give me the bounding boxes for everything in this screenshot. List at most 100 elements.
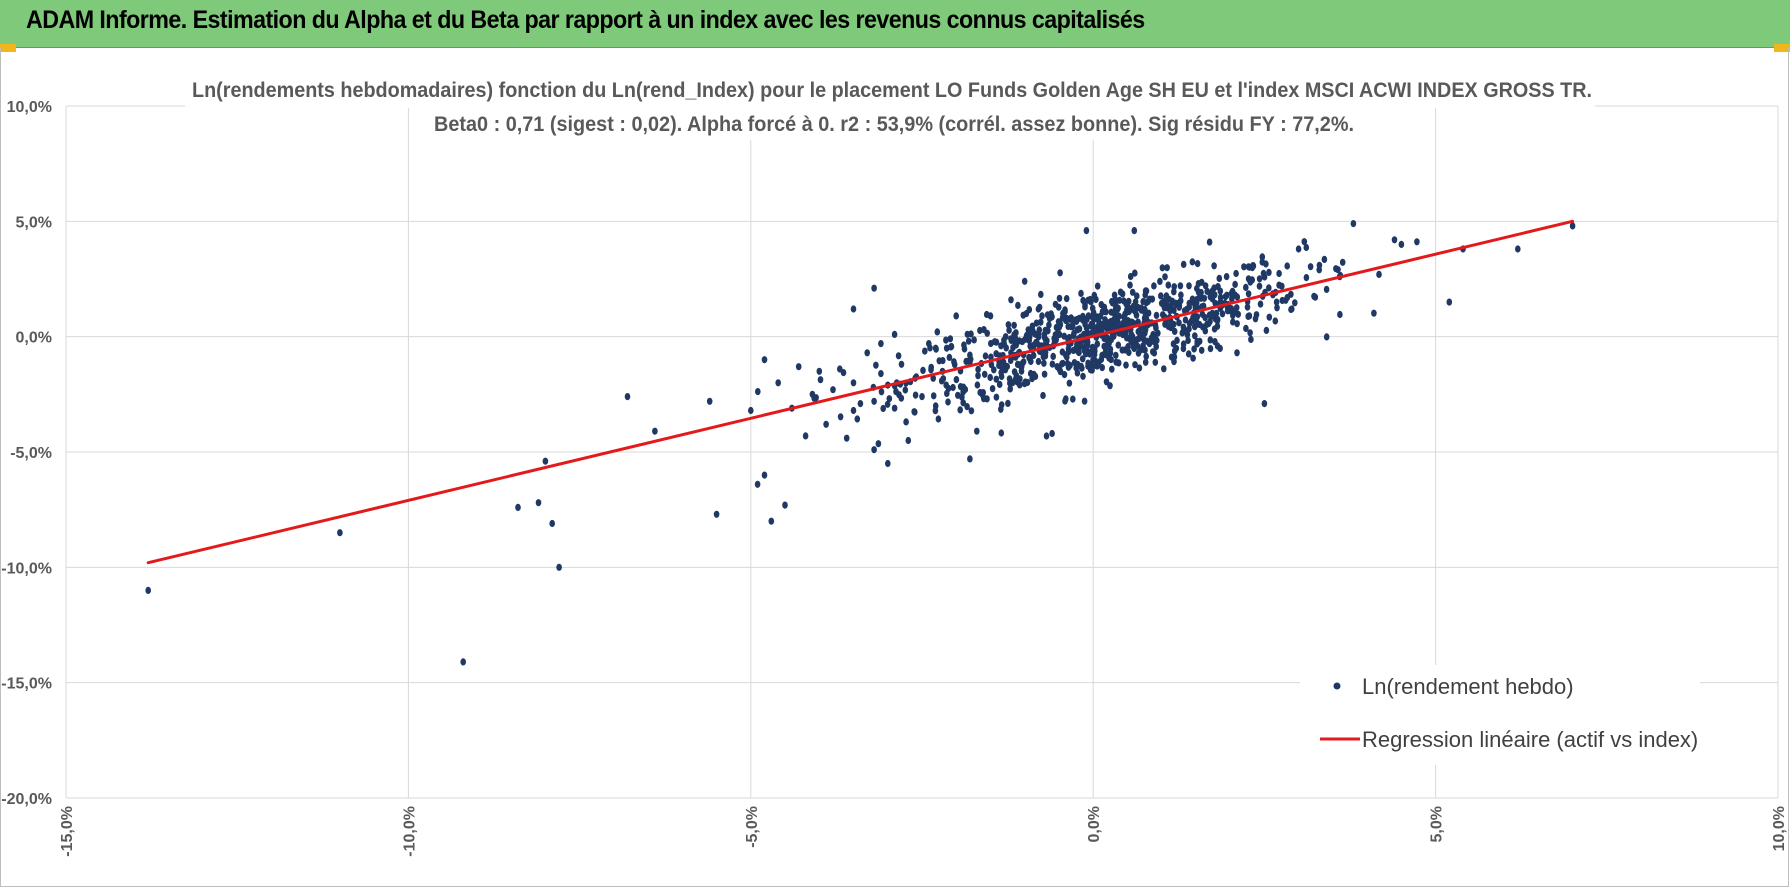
scatter-point [1276, 269, 1282, 278]
scatter-point [1194, 295, 1200, 303]
scatter-point [1148, 334, 1155, 342]
scatter-point [1414, 238, 1420, 246]
scatter-point [871, 284, 877, 292]
scatter-point [1035, 357, 1042, 366]
scatter-point [1391, 236, 1398, 244]
scatter-point [840, 369, 847, 377]
scatter-point [1131, 227, 1138, 235]
scatter-point [1569, 222, 1576, 230]
scatter-point [1206, 238, 1213, 246]
scatter-point [1180, 345, 1187, 353]
scatter-point [974, 427, 980, 435]
scatter-point [953, 376, 960, 384]
scatter-point [1192, 332, 1198, 340]
scatter-point [830, 386, 836, 394]
scatter-point [871, 397, 877, 405]
scatter-point [1142, 326, 1149, 334]
scatter-point [1060, 359, 1066, 367]
scatter-point [1161, 365, 1167, 373]
scatter-point [1076, 314, 1082, 322]
scatter-point [1398, 240, 1405, 248]
scatter-point [1107, 345, 1114, 353]
scatter-point [998, 368, 1004, 377]
scatter-point [864, 349, 870, 357]
scatter-point [1089, 366, 1095, 374]
scatter-point [1050, 352, 1056, 360]
scatter-point [946, 353, 953, 361]
scatter-point [898, 360, 905, 368]
scatter-point [988, 339, 994, 348]
scatter-point [1259, 253, 1266, 261]
scatter-point [1214, 315, 1221, 324]
scatter-point [1034, 339, 1040, 347]
scatter-point [1007, 385, 1013, 393]
scatter-point [1180, 260, 1187, 268]
scatter-point [1274, 304, 1280, 312]
scatter-point [1055, 318, 1062, 326]
page-title: ADAM Informe. Estimation du Alpha et du … [26, 6, 1145, 34]
scatter-point [982, 352, 989, 360]
scatter-point [1110, 316, 1117, 324]
scatter-point [1198, 288, 1204, 297]
scatter-point [460, 658, 467, 666]
scatter-point [1052, 300, 1059, 308]
scatter-point [1041, 370, 1048, 378]
scatter-point [1272, 317, 1279, 325]
chart-title: Ln(rendements hebdomadaires) fonction du… [192, 79, 1592, 102]
scatter-point [1121, 297, 1127, 305]
scatter-point [1273, 298, 1280, 306]
scatter-point [1161, 297, 1167, 305]
corner-accent-right [1774, 44, 1790, 52]
scatter-point [873, 361, 879, 369]
scatter-point [1150, 348, 1156, 356]
scatter-point [1149, 295, 1156, 303]
scatter-point [935, 415, 942, 423]
scatter-point [1136, 364, 1143, 372]
scatter-point [761, 356, 768, 364]
scatter-point [1062, 306, 1068, 314]
scatter-point [857, 400, 864, 408]
scatter-point [920, 366, 926, 374]
scatter-point [1261, 400, 1268, 408]
scatter-point [1376, 270, 1382, 278]
scatter-point [1138, 346, 1144, 354]
scatter-point [989, 385, 996, 393]
scatter-point [1173, 344, 1180, 352]
scatter-point [1190, 354, 1196, 362]
regression-line [146, 219, 1575, 565]
scatter-point [1108, 336, 1114, 344]
scatter-point [1070, 322, 1076, 331]
scatter-point [1303, 274, 1310, 282]
scatter-point [933, 345, 939, 353]
scatter-point [1191, 345, 1197, 353]
scatter-point [1207, 336, 1214, 344]
scatter-point [1001, 340, 1007, 348]
scatter-point [1153, 343, 1159, 351]
scatter-point [1243, 283, 1249, 291]
scatter-point [1217, 287, 1224, 295]
legend-label-regression: Regression linéaire (actif vs index) [1362, 727, 1698, 752]
scatter-point [1175, 299, 1181, 308]
scatter-point [1171, 327, 1178, 335]
scatter-point [850, 379, 857, 387]
scatter-point [891, 404, 898, 412]
scatter-point [1232, 308, 1238, 316]
scatter-point [947, 335, 954, 343]
scatter-point [1303, 243, 1310, 252]
chart-subtitle: Beta0 : 0,71 (sigest : 0,02). Alpha forc… [434, 113, 1354, 136]
scatter-point [1183, 305, 1190, 313]
scatter-point [1295, 245, 1302, 253]
scatter-point [1229, 295, 1235, 303]
scatter-point [1180, 323, 1187, 331]
scatter-point [754, 480, 761, 488]
scatter-point [1146, 340, 1153, 348]
scatter-point [850, 305, 857, 313]
scatter-point [1098, 301, 1105, 309]
scatter-point [975, 372, 981, 380]
scatter-point [837, 413, 844, 421]
scatter-point [998, 429, 1005, 437]
scatter-point [1224, 291, 1230, 299]
scatter-point [1080, 372, 1086, 380]
scatter-point [1096, 321, 1102, 329]
scatter-point [902, 386, 909, 394]
